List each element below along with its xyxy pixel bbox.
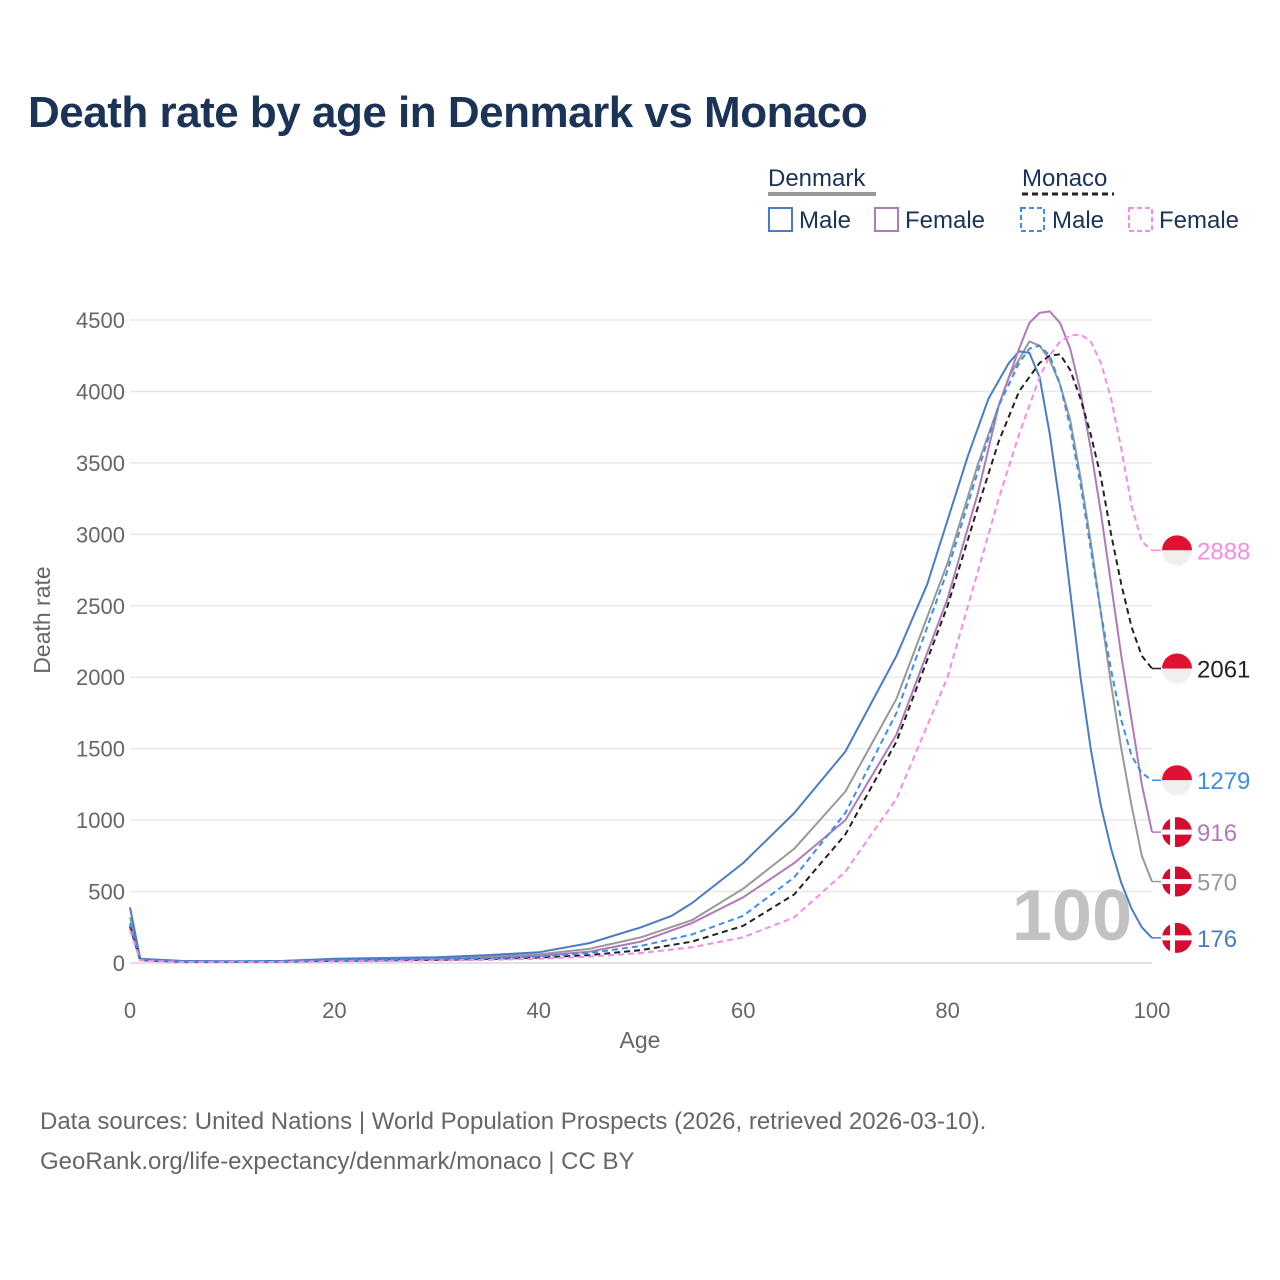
source-link[interactable]: GeoRank.org/life-expectancy/denmark/mona… (40, 1148, 635, 1175)
series-line-denmark-male (129, 350, 1153, 963)
x-tick-label: 100 (1134, 998, 1171, 1023)
flag-cross-horizontal (1162, 879, 1192, 885)
legend-item-monaco-male[interactable]: Male (1020, 207, 1104, 234)
legend-group-denmark-title: Denmark (768, 165, 866, 192)
x-axis-ticks: 0 20 40 60 80 100 (124, 998, 1170, 1023)
x-tick-label: 20 (322, 998, 346, 1023)
denmark-flag-icon (1162, 817, 1192, 848)
legend-group-monaco-title: Monaco (1022, 165, 1107, 192)
legend-group-denmark[interactable]: Denmark Male Female (768, 165, 985, 234)
y-tick-label: 1000 (76, 808, 125, 833)
legend-item-denmark-male[interactable]: Male (768, 207, 851, 234)
y-tick-label: 4000 (76, 379, 125, 404)
legend-label-denmark-female: Female (905, 207, 985, 234)
denmark-flag-icon (1162, 866, 1192, 897)
grid-lines (130, 319, 1152, 964)
y-tick-label: 3000 (76, 522, 125, 547)
end-value-label: 2061 (1197, 657, 1250, 684)
series-line-monaco-total (129, 353, 1153, 963)
end-value-label: 2888 (1197, 538, 1250, 565)
y-tick-label: 500 (88, 880, 125, 905)
monaco-flag-icon (1162, 535, 1192, 566)
y-tick-label: 1500 (76, 737, 125, 762)
legend[interactable]: Denmark Male Female Monaco Male Female (768, 165, 1239, 234)
denmark-flag-icon (1162, 922, 1192, 953)
end-label-monaco-total: 2061 (1152, 653, 1250, 684)
x-tick-label: 40 (527, 998, 551, 1023)
legend-item-denmark-female[interactable]: Female (874, 207, 985, 234)
end-value-label: 1279 (1197, 768, 1250, 795)
flag-top-red (1162, 653, 1192, 669)
end-label-denmark-male: 176 (1152, 922, 1237, 953)
end-value-label: 176 (1197, 926, 1237, 953)
series-end-labels: 2888 2061 1279 916 570 176 (1152, 535, 1250, 953)
flag-top-red (1162, 535, 1192, 551)
flag-cross-horizontal (1162, 829, 1192, 835)
y-tick-label: 4500 (76, 308, 125, 333)
x-tick-label: 80 (935, 998, 959, 1023)
legend-swatch-monaco-female (1128, 207, 1153, 232)
end-value-label: 916 (1197, 820, 1237, 847)
legend-swatch-denmark-female (874, 207, 899, 232)
y-tick-label: 0 (113, 951, 125, 976)
flag-bottom-white (1162, 668, 1192, 684)
end-label-monaco-female: 2888 (1152, 535, 1250, 566)
flag-top-red (1162, 765, 1192, 781)
chart-title: Death rate by age in Denmark vs Monaco (28, 88, 868, 137)
flag-bottom-white (1162, 780, 1192, 796)
flag-bottom-white (1162, 550, 1192, 566)
end-value-label: 570 (1197, 870, 1237, 897)
end-label-denmark-total: 570 (1152, 866, 1237, 897)
end-label-monaco-male: 1279 (1152, 765, 1250, 796)
source-note: Data sources: United Nations | World Pop… (40, 1108, 987, 1135)
series-lines (129, 310, 1153, 964)
series-line-monaco-male (129, 344, 1153, 963)
age-watermark: 100 (1012, 876, 1132, 956)
monaco-flag-icon (1162, 765, 1192, 796)
legend-item-monaco-female[interactable]: Female (1128, 207, 1239, 234)
monaco-flag-icon (1162, 653, 1192, 684)
y-tick-label: 2000 (76, 665, 125, 690)
series-line-denmark-total (129, 340, 1153, 963)
y-axis-ticks: 0 500 1000 1500 2000 2500 3000 3500 4000 4500 (76, 308, 125, 976)
y-axis-label: Death rate (29, 566, 55, 673)
series-line-monaco-female (129, 333, 1153, 964)
y-tick-label: 2500 (76, 594, 125, 619)
legend-swatch-denmark-male (768, 207, 793, 232)
legend-label-monaco-male: Male (1052, 207, 1104, 234)
flag-cross-horizontal (1162, 935, 1192, 941)
legend-swatch-monaco-male (1020, 207, 1045, 232)
x-axis-label: Age (620, 1027, 661, 1053)
legend-label-monaco-female: Female (1159, 207, 1239, 234)
x-tick-label: 0 (124, 998, 136, 1023)
x-tick-label: 60 (731, 998, 755, 1023)
y-tick-label: 3500 (76, 451, 125, 476)
legend-group-monaco[interactable]: Monaco Male Female (1020, 165, 1239, 234)
legend-label-denmark-male: Male (799, 207, 851, 234)
end-label-denmark-female: 916 (1152, 817, 1237, 848)
